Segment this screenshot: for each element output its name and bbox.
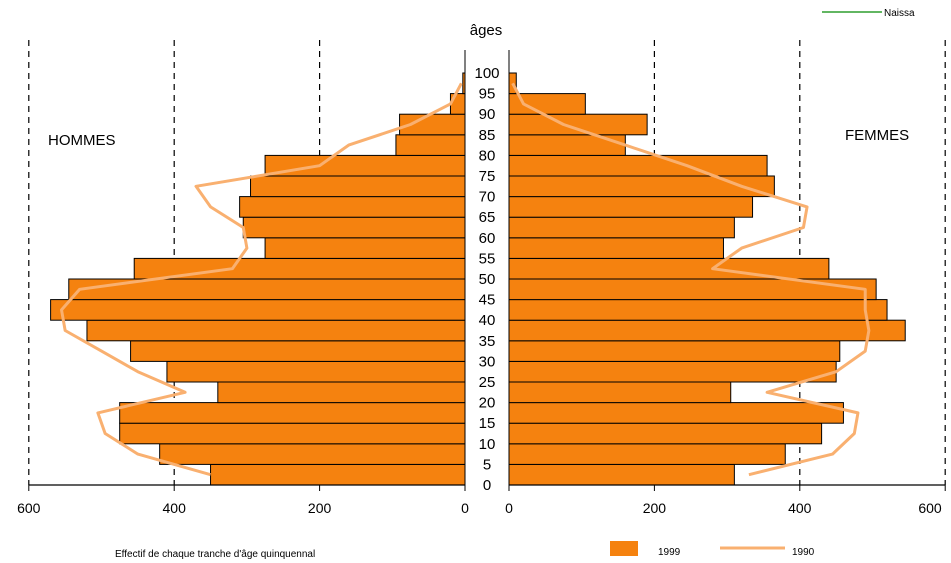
age-label-30: 30: [479, 353, 496, 370]
bar-femmes-50: [508, 257, 830, 280]
bar-femmes-35: [508, 319, 906, 342]
naissances-legend-label: Naissa: [884, 8, 915, 19]
bar-hommes-30: [130, 340, 466, 362]
lines-1990: [60, 82, 871, 477]
age-label-25: 25: [479, 374, 496, 391]
bar-femmes-10: [508, 422, 823, 445]
bar-hommes-75: [264, 154, 466, 177]
age-label-80: 80: [479, 147, 496, 164]
bar-femmes-0: [508, 463, 735, 486]
age-label-70: 70: [479, 189, 496, 206]
hommes-label: HOMMES: [48, 132, 116, 149]
bar-hommes-5: [159, 443, 466, 465]
line-1990-hommes: [60, 82, 463, 477]
bar-femmes-20: [508, 381, 732, 404]
legend-1990-label: 1990: [792, 547, 815, 558]
x-tick-label-left-600: 600: [17, 500, 41, 516]
ages-axis-title: âges: [470, 22, 503, 39]
age-label-60: 60: [479, 230, 496, 247]
bar-hommes-10: [119, 422, 466, 445]
x-tick-label-right-600: 600: [918, 500, 942, 516]
bar-hommes-70: [250, 175, 466, 198]
bar-femmes-75: [508, 154, 768, 177]
age-label-35: 35: [479, 333, 496, 350]
age-label-40: 40: [479, 312, 496, 329]
age-label-90: 90: [479, 106, 496, 123]
axes: 600 400 200 0 0 200 400 60005101520253035404550…: [17, 50, 946, 516]
x-tick-label-right-0: 0: [505, 500, 513, 516]
age-label-10: 10: [479, 436, 496, 453]
age-label-100: 100: [474, 65, 499, 82]
age-label-5: 5: [483, 456, 491, 473]
bar-femmes-5: [508, 443, 786, 465]
bar-femmes-15: [508, 402, 844, 424]
bar-hommes-35: [86, 319, 466, 342]
x-tick-label-right-200: 200: [643, 500, 667, 516]
age-label-20: 20: [479, 395, 496, 412]
bar-hommes-25: [166, 360, 466, 383]
bar-femmes-30: [508, 340, 841, 362]
x-tick-label-left-200: 200: [308, 500, 332, 516]
age-label-55: 55: [479, 250, 496, 267]
bar-hommes-20: [217, 381, 466, 404]
bar-hommes-40: [50, 299, 466, 321]
bar-femmes-40: [508, 299, 888, 321]
age-label-0: 0: [483, 477, 491, 494]
bar-femmes-70: [508, 175, 775, 198]
bar-hommes-80: [395, 134, 466, 156]
bar-hommes-60: [242, 216, 466, 239]
age-label-95: 95: [479, 86, 496, 103]
bar-femmes-65: [508, 196, 754, 218]
age-label-50: 50: [479, 271, 496, 288]
x-tick-label-left-400: 400: [163, 500, 187, 516]
x-tick-label-left-0: 0: [461, 500, 469, 516]
age-label-85: 85: [479, 127, 496, 144]
age-label-15: 15: [479, 415, 496, 432]
x-axis-caption: Effectif de chaque tranche d'âge quinque…: [115, 549, 315, 560]
bar-hommes-55: [264, 237, 466, 259]
bar-hommes-65: [239, 196, 466, 218]
age-label-45: 45: [479, 292, 496, 309]
bar-hommes-15: [119, 402, 466, 424]
line-1990-femmes: [511, 82, 871, 477]
bar-femmes-25: [508, 360, 837, 383]
age-label-75: 75: [479, 168, 496, 185]
legend-1999-label: 1999: [658, 547, 681, 558]
femmes-label: FEMMES: [845, 127, 909, 144]
bar-hommes-0: [210, 463, 466, 486]
bars-1999: [50, 72, 906, 486]
bar-femmes-60: [508, 216, 735, 239]
bar-femmes-55: [508, 237, 724, 259]
x-tick-label-right-400: 400: [788, 500, 812, 516]
age-label-65: 65: [479, 209, 496, 226]
bar-femmes-85: [508, 113, 648, 136]
legend-1999-swatch: [610, 541, 638, 556]
